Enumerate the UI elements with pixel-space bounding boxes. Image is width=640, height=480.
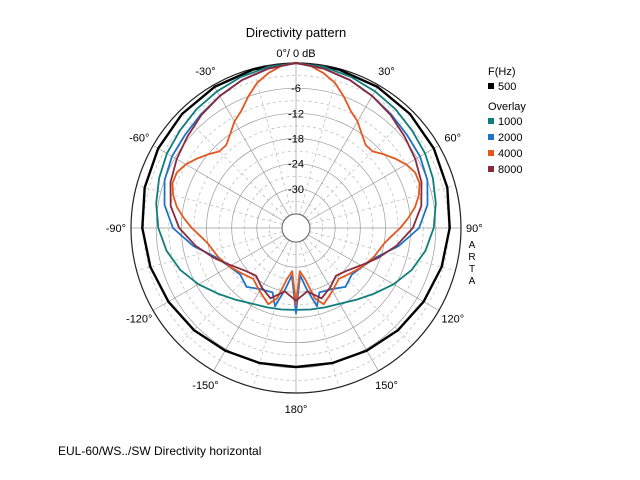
angle-label: -120° <box>126 314 152 326</box>
grid-spoke <box>305 111 413 219</box>
legend-item-2000: 2000 <box>498 132 522 144</box>
grid-spoke <box>179 237 287 345</box>
center-circle <box>281 213 311 243</box>
legend-item-500: 500 <box>498 81 516 93</box>
grid-spoke <box>152 234 285 311</box>
chart-title: Directivity pattern <box>246 25 346 40</box>
radial-label: -12 <box>288 108 304 120</box>
grid-spoke <box>152 145 285 222</box>
grid-spoke <box>252 241 293 388</box>
angle-label: -90° <box>106 223 126 235</box>
grid-spoke <box>305 237 413 345</box>
series-line-2000 <box>163 62 429 315</box>
radial-label: -18 <box>288 134 304 146</box>
grid-spoke <box>307 234 440 311</box>
radial-label: -6 <box>291 83 301 95</box>
watermark-letter: A <box>469 240 476 251</box>
grid-spoke <box>213 239 290 372</box>
radial-label: -30 <box>288 184 304 196</box>
legend-item-8000: 8000 <box>498 164 522 176</box>
grid-spoke <box>299 68 340 215</box>
legend-swatch-8000 <box>488 166 494 172</box>
legend-overlay-header: Overlay <box>488 101 526 113</box>
series-line-4000 <box>171 62 421 306</box>
legend-swatch-4000 <box>488 150 494 156</box>
grid-spoke <box>307 145 440 222</box>
legend-swatch-1000 <box>488 118 494 124</box>
legend-item-4000: 4000 <box>498 148 522 160</box>
watermark-letter: A <box>469 276 476 287</box>
grid-spoke <box>302 84 379 217</box>
series-line-500 <box>141 61 451 369</box>
angle-label: 60° <box>444 133 461 145</box>
watermark-letter: R <box>468 252 475 263</box>
grid-spoke <box>136 184 283 225</box>
grid-spoke <box>213 84 290 217</box>
angle-label: -60° <box>129 133 149 145</box>
grid-spoke <box>309 231 456 272</box>
grid-spoke <box>136 231 283 272</box>
angle-label: 150° <box>375 380 398 392</box>
radial-label: -24 <box>288 159 304 171</box>
grid-spoke <box>309 184 456 225</box>
angle-label: 120° <box>441 314 464 326</box>
zero-label: 0°/ 0 dB <box>276 48 315 60</box>
angle-label: -30° <box>195 66 215 78</box>
angle-label: 180° <box>285 404 308 416</box>
angle-label: 30° <box>378 66 395 78</box>
series-line-8000 <box>169 62 423 302</box>
grid-spoke <box>179 111 287 219</box>
figure-caption: EUL-60/WS../SW Directivity horizontal <box>58 444 262 458</box>
legend-swatch-2000 <box>488 134 494 140</box>
watermark-letter: T <box>469 264 475 275</box>
legend-item-1000: 1000 <box>498 116 522 128</box>
angle-label: 90° <box>466 223 483 235</box>
legend-swatch-500 <box>488 83 494 89</box>
grid-spoke <box>299 241 340 388</box>
angle-label: -150° <box>192 380 218 392</box>
grid-spoke <box>252 68 293 215</box>
legend-freq-header: F(Hz) <box>488 66 516 78</box>
grid-spoke <box>302 239 379 372</box>
